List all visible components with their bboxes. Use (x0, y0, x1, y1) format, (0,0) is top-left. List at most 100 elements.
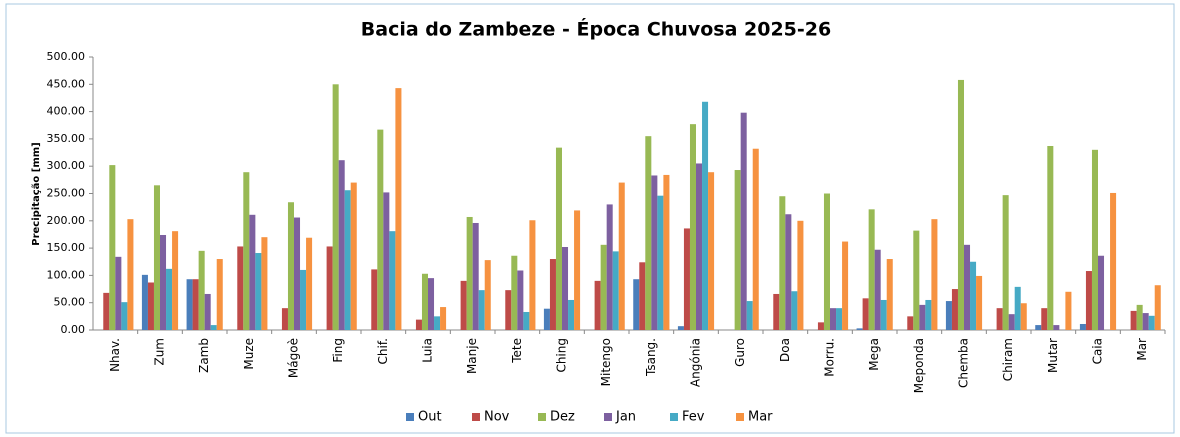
bar (862, 298, 869, 330)
bar (261, 237, 268, 330)
x-tick-label: Muze (242, 338, 256, 370)
bar (1008, 314, 1015, 330)
bar (326, 246, 333, 330)
bar (186, 279, 193, 330)
bar (1130, 310, 1137, 330)
bar (785, 214, 792, 330)
x-tick-label: Morru. (823, 338, 837, 377)
bar (350, 182, 357, 330)
bar (1020, 303, 1027, 330)
bar (421, 273, 428, 330)
bar (600, 244, 607, 330)
legend-label: Mar (748, 410, 773, 425)
bar (868, 209, 875, 330)
bar (1014, 286, 1021, 330)
bar (210, 325, 217, 330)
bar (1035, 325, 1042, 330)
bar (103, 292, 110, 330)
bar (976, 275, 983, 330)
bar (919, 304, 926, 330)
bar (440, 307, 447, 330)
bar (332, 84, 339, 330)
bar (192, 279, 199, 330)
bar (1110, 192, 1117, 330)
bar (886, 259, 893, 330)
bar (1053, 325, 1060, 330)
bar (612, 251, 619, 330)
bar (121, 302, 128, 330)
bar (249, 214, 256, 330)
bar (1148, 315, 1155, 330)
bar (460, 280, 467, 330)
bar (287, 202, 294, 330)
bar (243, 172, 250, 330)
bar (1041, 308, 1048, 330)
legend-swatch (604, 413, 612, 421)
x-tick-label: Mitengo (599, 338, 613, 386)
bar (951, 289, 958, 330)
bar (957, 79, 964, 330)
bar (549, 259, 556, 330)
bar (657, 195, 664, 330)
x-tick-label: Caia (1091, 338, 1105, 364)
bar (964, 244, 971, 330)
bar (383, 192, 390, 330)
bar (645, 136, 652, 330)
bar (996, 308, 1003, 330)
bar (633, 279, 640, 330)
chart-title: Bacia do Zambeze - Época Chuvosa 2025-26 (361, 18, 831, 41)
bar (237, 246, 244, 330)
bar (466, 216, 473, 330)
bar (338, 160, 345, 330)
bar (153, 185, 160, 330)
x-tick-label: Mega (867, 338, 881, 371)
bar (127, 219, 134, 330)
legend-swatch (406, 413, 414, 421)
bar (791, 291, 798, 330)
bar (925, 299, 932, 330)
bar (300, 269, 307, 330)
bar (1154, 285, 1161, 330)
bar (172, 231, 179, 330)
bar (415, 319, 422, 330)
x-tick-label: Zamb (197, 338, 211, 373)
bar (970, 261, 977, 330)
legend-swatch (472, 413, 480, 421)
bar (160, 234, 167, 330)
bar (618, 182, 625, 330)
bar (689, 124, 696, 331)
x-tick-label: Doa (778, 338, 792, 362)
bar (1085, 271, 1092, 330)
bar (1002, 195, 1009, 330)
bar (1098, 255, 1105, 330)
bar (281, 308, 288, 330)
bar (389, 231, 396, 330)
x-tick-label: Chiram (1001, 338, 1015, 381)
bar (1136, 304, 1143, 330)
bar (1142, 313, 1149, 330)
bar (639, 262, 646, 330)
bar (874, 249, 881, 330)
bar (1079, 323, 1086, 330)
x-tick-label: Angónia (689, 338, 703, 387)
x-tick-label: Fing (331, 338, 345, 363)
bar (529, 220, 536, 330)
bar (606, 204, 613, 330)
bar (773, 293, 780, 330)
y-tick-label: 150.00 (47, 241, 86, 254)
bar (880, 299, 887, 330)
bar (830, 308, 837, 330)
legend-swatch (670, 413, 678, 421)
x-tick-label: Zum (153, 338, 167, 366)
bar (505, 290, 512, 330)
bar (913, 230, 920, 330)
bar (484, 260, 491, 330)
bar (945, 301, 952, 330)
bar (931, 219, 938, 330)
bar (663, 174, 670, 330)
bar (562, 247, 569, 330)
bar (683, 228, 690, 330)
bar (574, 210, 581, 330)
bar (708, 172, 715, 330)
